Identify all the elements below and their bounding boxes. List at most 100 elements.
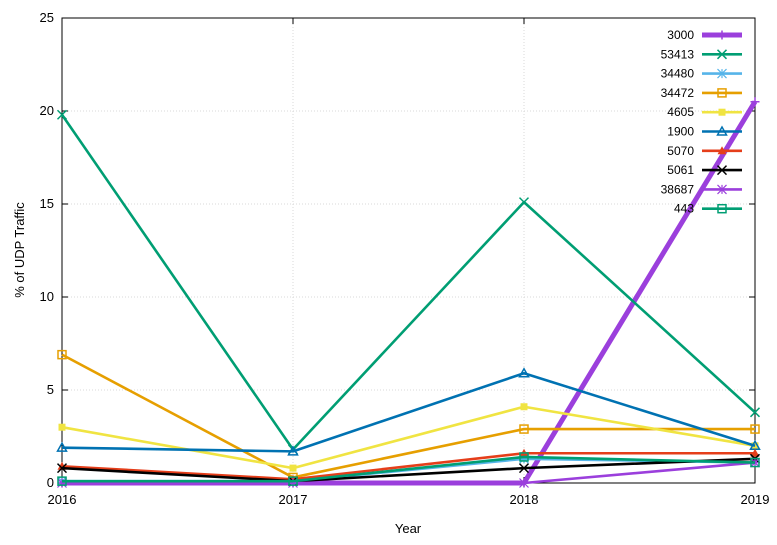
data-point	[287, 445, 299, 456]
series-line	[62, 461, 756, 485]
data-point	[56, 109, 68, 120]
data-point	[288, 476, 298, 486]
point-marker	[287, 445, 299, 456]
data-point	[717, 68, 727, 79]
point-marker	[750, 448, 760, 457]
y-tick-label: 20	[40, 103, 54, 118]
series-line	[61, 353, 755, 479]
data-point	[718, 108, 726, 116]
series-line	[61, 451, 755, 481]
point-marker	[519, 452, 529, 462]
point-marker	[717, 88, 727, 98]
legend-item: 5070	[667, 144, 742, 158]
data-point	[750, 448, 760, 457]
data-point	[518, 463, 530, 474]
point-marker	[716, 49, 728, 60]
point-marker	[717, 68, 727, 79]
legend-item: 1900	[667, 125, 742, 139]
point-marker	[750, 97, 760, 107]
legend-item: 4605	[667, 105, 742, 119]
data-point	[519, 424, 529, 434]
x-tick-label: 2019	[741, 492, 770, 507]
legend: 3000 53413 34480 34472 4605 1900 5070 5061 38687…	[661, 28, 742, 216]
data-point	[750, 424, 760, 434]
point-marker	[57, 478, 67, 488]
data-point	[520, 403, 528, 411]
data-point	[57, 349, 67, 360]
legend-label: 53413	[661, 47, 695, 61]
data-point	[56, 441, 68, 452]
y-tick-label: 15	[40, 196, 54, 211]
legend-item: 53413	[661, 47, 742, 61]
point-marker	[519, 478, 529, 488]
series-line	[61, 405, 756, 470]
legend-item: 34472	[661, 86, 742, 100]
data-point	[717, 30, 727, 40]
point-marker	[56, 463, 68, 474]
point-marker	[718, 108, 726, 116]
legend-item: 443	[674, 202, 742, 216]
series-line	[60, 113, 756, 451]
legend-item: 3000	[667, 28, 742, 42]
point-marker	[717, 203, 727, 214]
legend-item: 5061	[667, 163, 742, 177]
series-line	[62, 455, 756, 483]
y-tick-label: 5	[47, 382, 54, 397]
legend-item: 34480	[661, 67, 742, 81]
legend-label: 38687	[661, 182, 695, 196]
y-tick-label: 25	[40, 10, 54, 25]
legend-item: 38687	[661, 182, 742, 196]
data-point	[518, 367, 530, 378]
point-marker	[56, 441, 68, 452]
legend-label: 3000	[667, 28, 694, 42]
series-443	[57, 452, 760, 486]
point-marker	[518, 197, 530, 208]
data-point	[716, 125, 728, 136]
series-34472	[57, 349, 760, 483]
point-marker	[56, 109, 68, 120]
data-point	[717, 146, 727, 155]
point-marker	[716, 165, 728, 176]
x-tick-label: 2016	[48, 492, 77, 507]
series-1900	[56, 367, 761, 456]
legend-label: 443	[674, 202, 694, 216]
series-line	[61, 457, 756, 483]
legend-label: 5061	[667, 163, 694, 177]
data-point	[750, 457, 760, 468]
point-marker	[289, 464, 297, 472]
axis-ticks: 0 5 10 15 20 25 2016 2017 2018 2019	[40, 10, 770, 507]
point-marker	[750, 424, 760, 434]
point-marker	[57, 349, 67, 360]
point-marker	[520, 403, 528, 411]
point-marker	[750, 457, 760, 468]
data-point	[519, 478, 529, 488]
x-tick-label: 2018	[510, 492, 539, 507]
legend-label: 34472	[661, 86, 695, 100]
point-marker	[58, 423, 66, 431]
point-marker	[519, 424, 529, 434]
data-point	[717, 88, 727, 98]
data-point	[519, 453, 529, 464]
series-line	[61, 371, 756, 453]
point-marker	[518, 463, 530, 474]
data-point	[750, 97, 760, 107]
point-marker	[749, 407, 761, 418]
legend-label: 5070	[667, 144, 694, 158]
point-marker	[716, 125, 728, 136]
x-tick-label: 2017	[279, 492, 308, 507]
data-point	[57, 476, 67, 486]
y-axis-title: % of UDP Traffic	[12, 202, 27, 298]
point-marker	[717, 184, 727, 195]
data-point	[717, 184, 727, 195]
x-axis-title: Year	[395, 521, 422, 536]
data-point	[57, 478, 67, 488]
point-marker	[288, 478, 298, 488]
legend-label: 34480	[661, 67, 695, 81]
series-53413	[56, 109, 761, 455]
data-point	[288, 478, 298, 488]
data-point	[716, 165, 728, 176]
data-point	[717, 203, 727, 214]
legend-label: 1900	[667, 125, 694, 139]
data-point	[749, 407, 761, 418]
point-marker	[288, 476, 298, 486]
